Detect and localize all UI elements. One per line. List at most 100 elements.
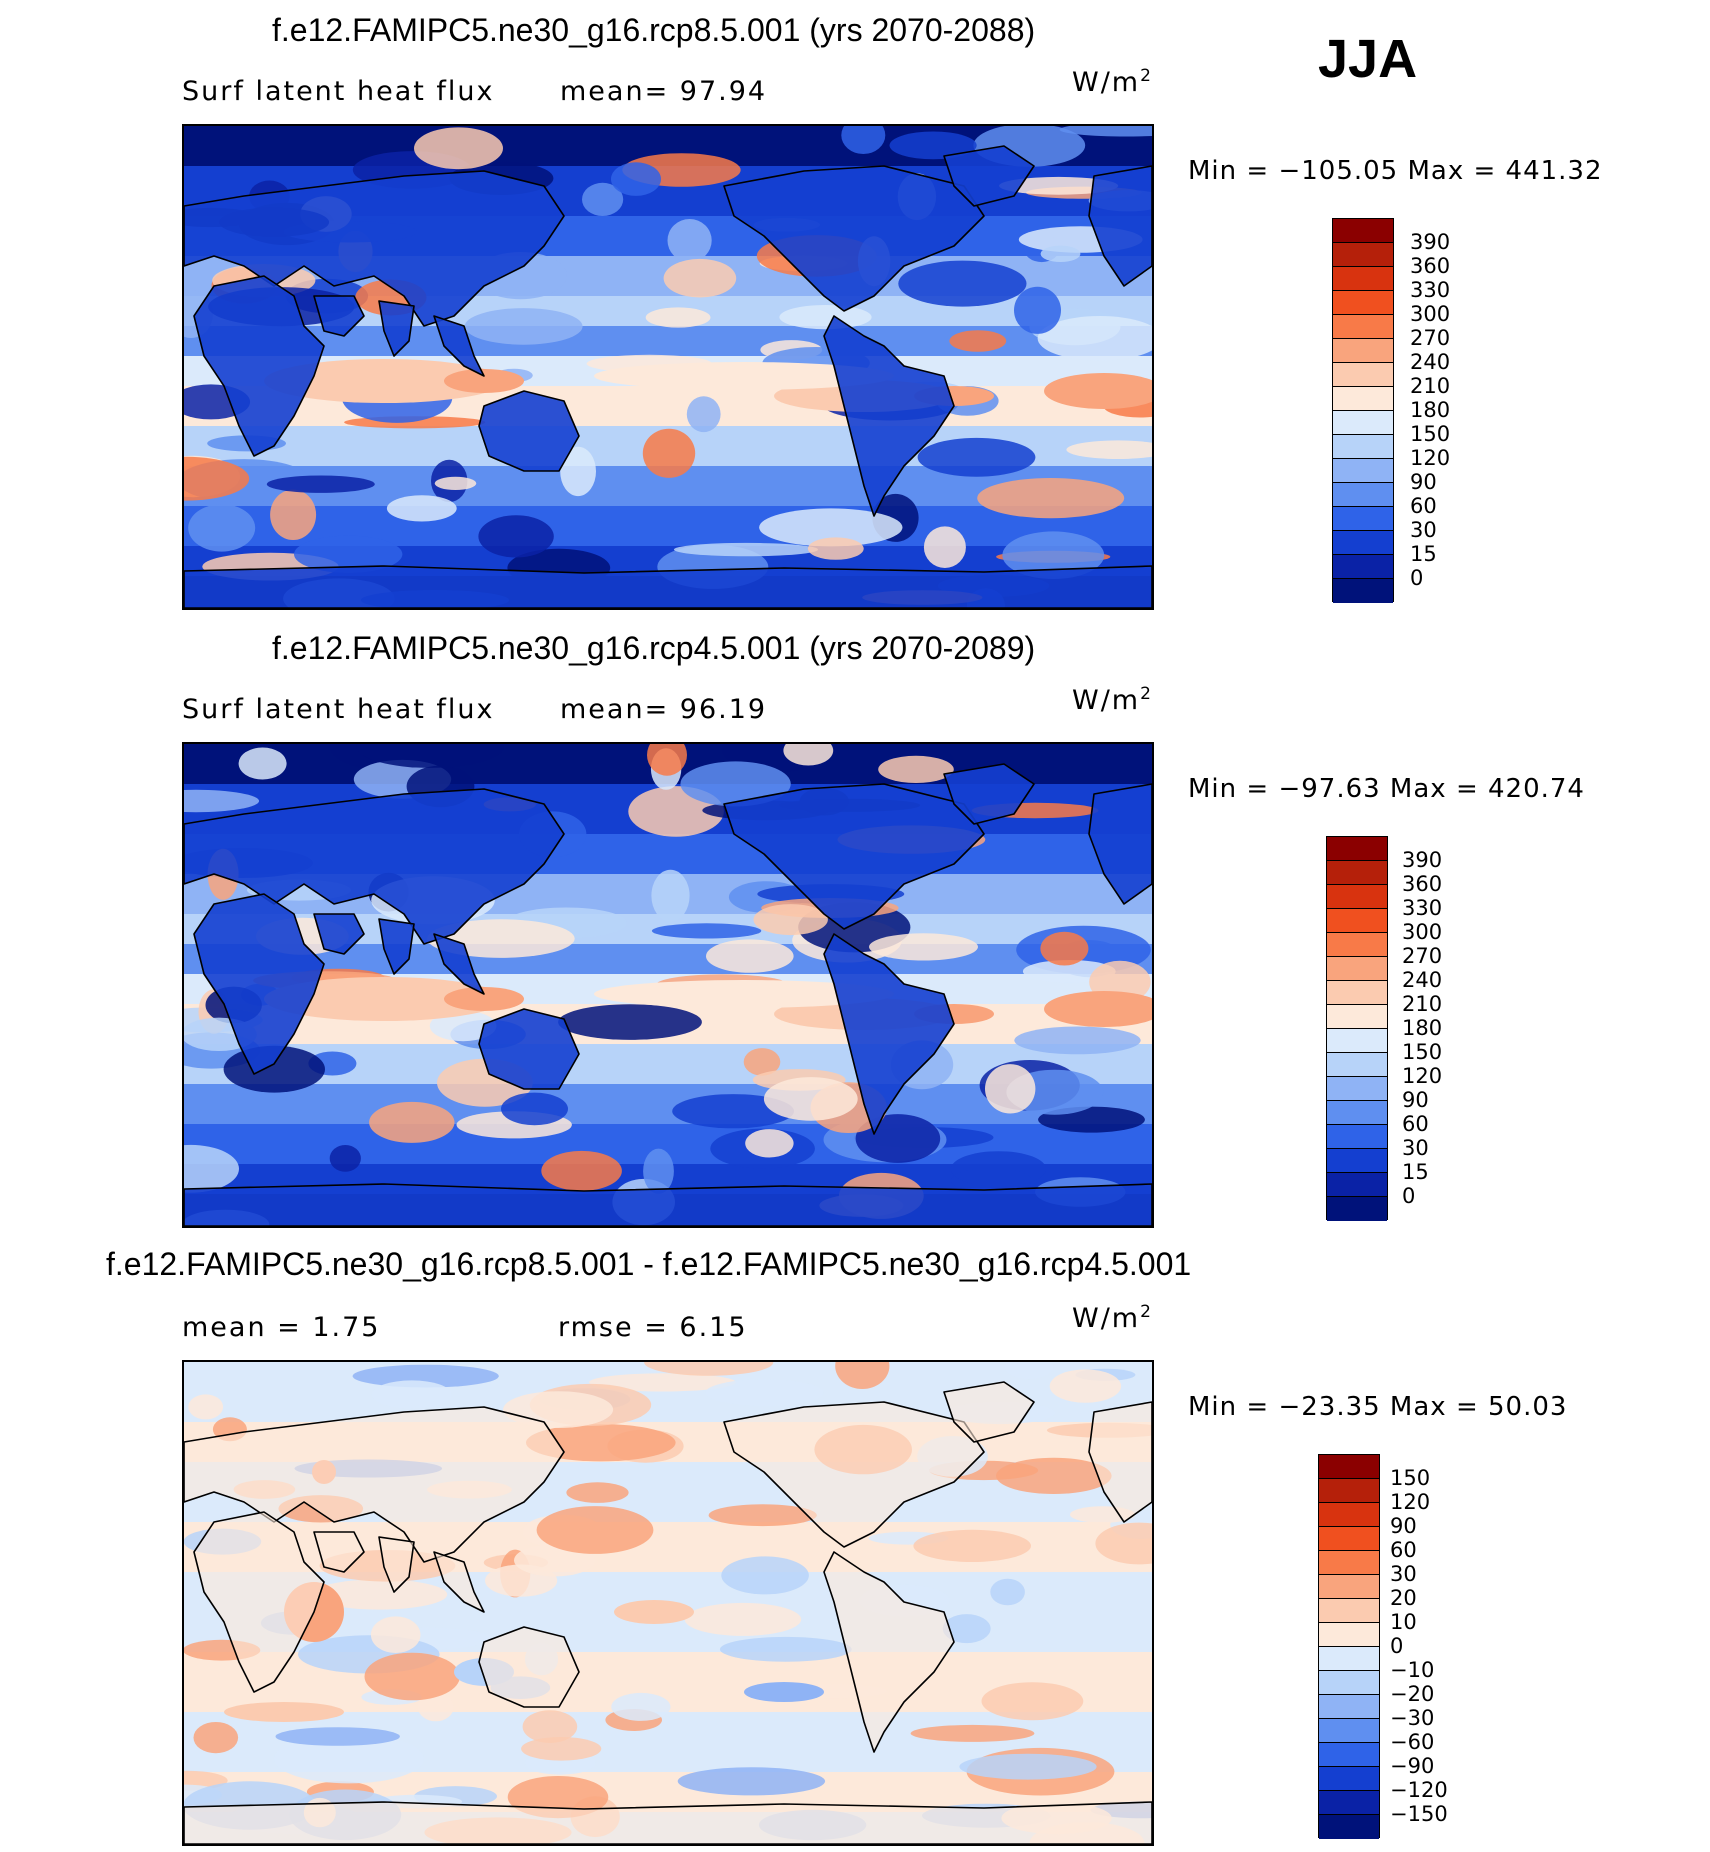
colorbar-tick-label: −30: [1390, 1706, 1435, 1730]
colorbar-segment: [1333, 291, 1393, 315]
colorbar-segment: [1333, 459, 1393, 483]
colorbar-segment: [1333, 219, 1393, 243]
colorbar-tick-label: 0: [1390, 1634, 1404, 1658]
colorbar-tick-label: 180: [1410, 398, 1451, 422]
colorbar-tick-label: 300: [1410, 302, 1451, 326]
colorbar-tick-label: 15: [1402, 1160, 1429, 1184]
panel1-minmax: Min = −105.05 Max = 441.32: [1188, 156, 1603, 186]
colorbar-segment: [1327, 1077, 1387, 1101]
colorbar-tick-label: 330: [1410, 278, 1451, 302]
colorbar-tick-label: −120: [1390, 1778, 1448, 1802]
colorbar-tick-label: 60: [1410, 494, 1437, 518]
colorbar-tick-label: 30: [1390, 1562, 1417, 1586]
panel2-colorbar: [1326, 836, 1388, 1221]
colorbar-tick-label: 90: [1390, 1514, 1417, 1538]
colorbar-tick-label: 210: [1410, 374, 1451, 398]
colorbar-tick-label: 360: [1410, 254, 1451, 278]
panel3-minmax: Min = −23.35 Max = 50.03: [1188, 1392, 1568, 1422]
panel1-title: f.e12.FAMIPC5.ne30_g16.rcp8.5.001 (yrs 2…: [272, 12, 1036, 48]
season-label: JJA: [1318, 29, 1418, 89]
colorbar-segment: [1333, 579, 1393, 603]
colorbar-segment: [1319, 1503, 1379, 1527]
colorbar-tick-label: 180: [1402, 1016, 1443, 1040]
colorbar-segment: [1319, 1551, 1379, 1575]
colorbar-segment: [1333, 339, 1393, 363]
colorbar-segment: [1319, 1599, 1379, 1623]
colorbar-tick-label: 20: [1390, 1586, 1417, 1610]
colorbar-segment: [1327, 885, 1387, 909]
colorbar-segment: [1333, 555, 1393, 579]
colorbar-tick-label: 270: [1410, 326, 1451, 350]
colorbar-tick-label: 390: [1410, 230, 1451, 254]
colorbar-tick-label: −10: [1390, 1658, 1435, 1682]
colorbar-tick-label: 120: [1410, 446, 1451, 470]
colorbar-segment: [1319, 1791, 1379, 1815]
panel1-unit: W/m2: [1072, 66, 1153, 98]
colorbar-tick-label: −60: [1390, 1730, 1435, 1754]
colorbar-tick-label: 150: [1402, 1040, 1443, 1064]
colorbar-tick-label: 150: [1390, 1466, 1431, 1490]
colorbar-tick-label: 0: [1410, 566, 1424, 590]
colorbar-segment: [1327, 1101, 1387, 1125]
colorbar-segment: [1319, 1767, 1379, 1791]
colorbar-segment: [1333, 363, 1393, 387]
colorbar-segment: [1327, 981, 1387, 1005]
colorbar-tick-label: 90: [1410, 470, 1437, 494]
colorbar-tick-label: 0: [1402, 1184, 1416, 1208]
colorbar-segment: [1319, 1719, 1379, 1743]
colorbar-segment: [1319, 1575, 1379, 1599]
panel2-title: f.e12.FAMIPC5.ne30_g16.rcp4.5.001 (yrs 2…: [272, 630, 1036, 666]
colorbar-segment: [1327, 1197, 1387, 1221]
colorbar-tick-label: 60: [1402, 1112, 1429, 1136]
colorbar-segment: [1327, 909, 1387, 933]
panel3-colorbar: [1318, 1454, 1380, 1839]
colorbar-tick-label: 30: [1402, 1136, 1429, 1160]
panel2-unit: W/m2: [1072, 684, 1153, 716]
colorbar-segment: [1333, 411, 1393, 435]
colorbar-tick-label: 300: [1402, 920, 1443, 944]
colorbar-segment: [1333, 267, 1393, 291]
colorbar-segment: [1333, 435, 1393, 459]
panel1-variable-label: Surf latent heat flux: [182, 76, 495, 107]
panel2-minmax: Min = −97.63 Max = 420.74: [1188, 774, 1585, 804]
panel3-map: [182, 1360, 1154, 1846]
panel2-map: [182, 742, 1154, 1228]
colorbar-segment: [1319, 1647, 1379, 1671]
colorbar-segment: [1327, 1029, 1387, 1053]
colorbar-tick-label: 270: [1402, 944, 1443, 968]
colorbar-tick-label: 150: [1410, 422, 1451, 446]
colorbar-segment: [1327, 957, 1387, 981]
colorbar-tick-label: −90: [1390, 1754, 1435, 1778]
colorbar-segment: [1327, 1053, 1387, 1077]
panel3-mean-label: mean = 1.75: [182, 1312, 381, 1343]
colorbar-segment: [1327, 1125, 1387, 1149]
panel3-unit: W/m2: [1072, 1302, 1153, 1334]
colorbar-segment: [1319, 1743, 1379, 1767]
colorbar-segment: [1327, 1005, 1387, 1029]
colorbar-segment: [1327, 1149, 1387, 1173]
colorbar-tick-label: 60: [1390, 1538, 1417, 1562]
colorbar-segment: [1319, 1527, 1379, 1551]
colorbar-tick-label: 210: [1402, 992, 1443, 1016]
colorbar-tick-label: 120: [1402, 1064, 1443, 1088]
colorbar-segment: [1333, 387, 1393, 411]
panel2-variable-label: Surf latent heat flux: [182, 694, 495, 725]
colorbar-segment: [1333, 315, 1393, 339]
colorbar-segment: [1327, 933, 1387, 957]
colorbar-segment: [1319, 1671, 1379, 1695]
colorbar-tick-label: 240: [1402, 968, 1443, 992]
colorbar-segment: [1333, 531, 1393, 555]
colorbar-segment: [1327, 1173, 1387, 1197]
colorbar-tick-label: 120: [1390, 1490, 1431, 1514]
colorbar-tick-label: 90: [1402, 1088, 1429, 1112]
colorbar-segment: [1333, 243, 1393, 267]
panel3-title: f.e12.FAMIPC5.ne30_g16.rcp8.5.001 - f.e1…: [106, 1246, 1192, 1282]
panel1-map: [182, 124, 1154, 610]
colorbar-tick-label: 390: [1402, 848, 1443, 872]
colorbar-tick-label: 360: [1402, 872, 1443, 896]
colorbar-tick-label: −20: [1390, 1682, 1435, 1706]
panel1-colorbar: [1332, 218, 1394, 603]
panel1-mean-label: mean= 97.94: [560, 76, 768, 107]
colorbar-segment: [1319, 1479, 1379, 1503]
colorbar-tick-label: 30: [1410, 518, 1437, 542]
